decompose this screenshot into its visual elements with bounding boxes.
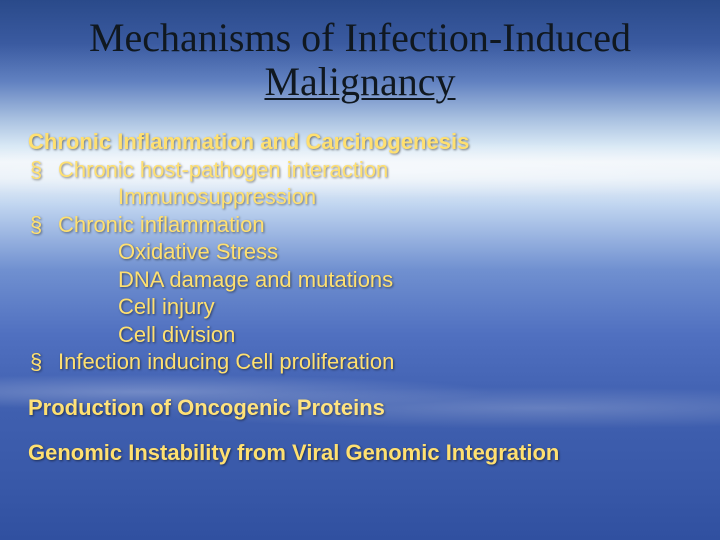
title-line-2: Malignancy: [264, 59, 455, 104]
slide-body: Chronic Inflammation and Carcinogenesis …: [28, 128, 692, 467]
section-heading-2: Production of Oncogenic Proteins: [28, 394, 692, 422]
bullet-glyph-icon: §: [28, 156, 58, 184]
sub-bullet-text: DNA damage and mutations: [118, 266, 692, 294]
bullet-item: § Chronic inflammation: [28, 211, 692, 239]
bullet-text: Chronic inflammation: [58, 211, 265, 239]
bullet-text: Chronic host-pathogen interaction: [58, 156, 388, 184]
title-line-1: Mechanisms of Infection-Induced: [89, 15, 631, 60]
bullet-text: Infection inducing Cell proliferation: [58, 348, 394, 376]
bullet-item: § Chronic host-pathogen interaction: [28, 156, 692, 184]
sub-bullet-text: Cell division: [118, 321, 692, 349]
slide-title: Mechanisms of Infection-Induced Malignan…: [0, 16, 720, 104]
sub-bullet-text: Cell injury: [118, 293, 692, 321]
bullet-item: § Infection inducing Cell proliferation: [28, 348, 692, 376]
sub-bullet-text: Oxidative Stress: [118, 238, 692, 266]
section-heading-1: Chronic Inflammation and Carcinogenesis: [28, 128, 692, 156]
spacer: [28, 421, 692, 439]
slide-background: Mechanisms of Infection-Induced Malignan…: [0, 0, 720, 540]
spacer: [28, 376, 692, 394]
bullet-glyph-icon: §: [28, 211, 58, 239]
sub-bullet-text: Immunosuppression: [118, 183, 692, 211]
bullet-glyph-icon: §: [28, 348, 58, 376]
section-heading-3: Genomic Instability from Viral Genomic I…: [28, 439, 692, 467]
